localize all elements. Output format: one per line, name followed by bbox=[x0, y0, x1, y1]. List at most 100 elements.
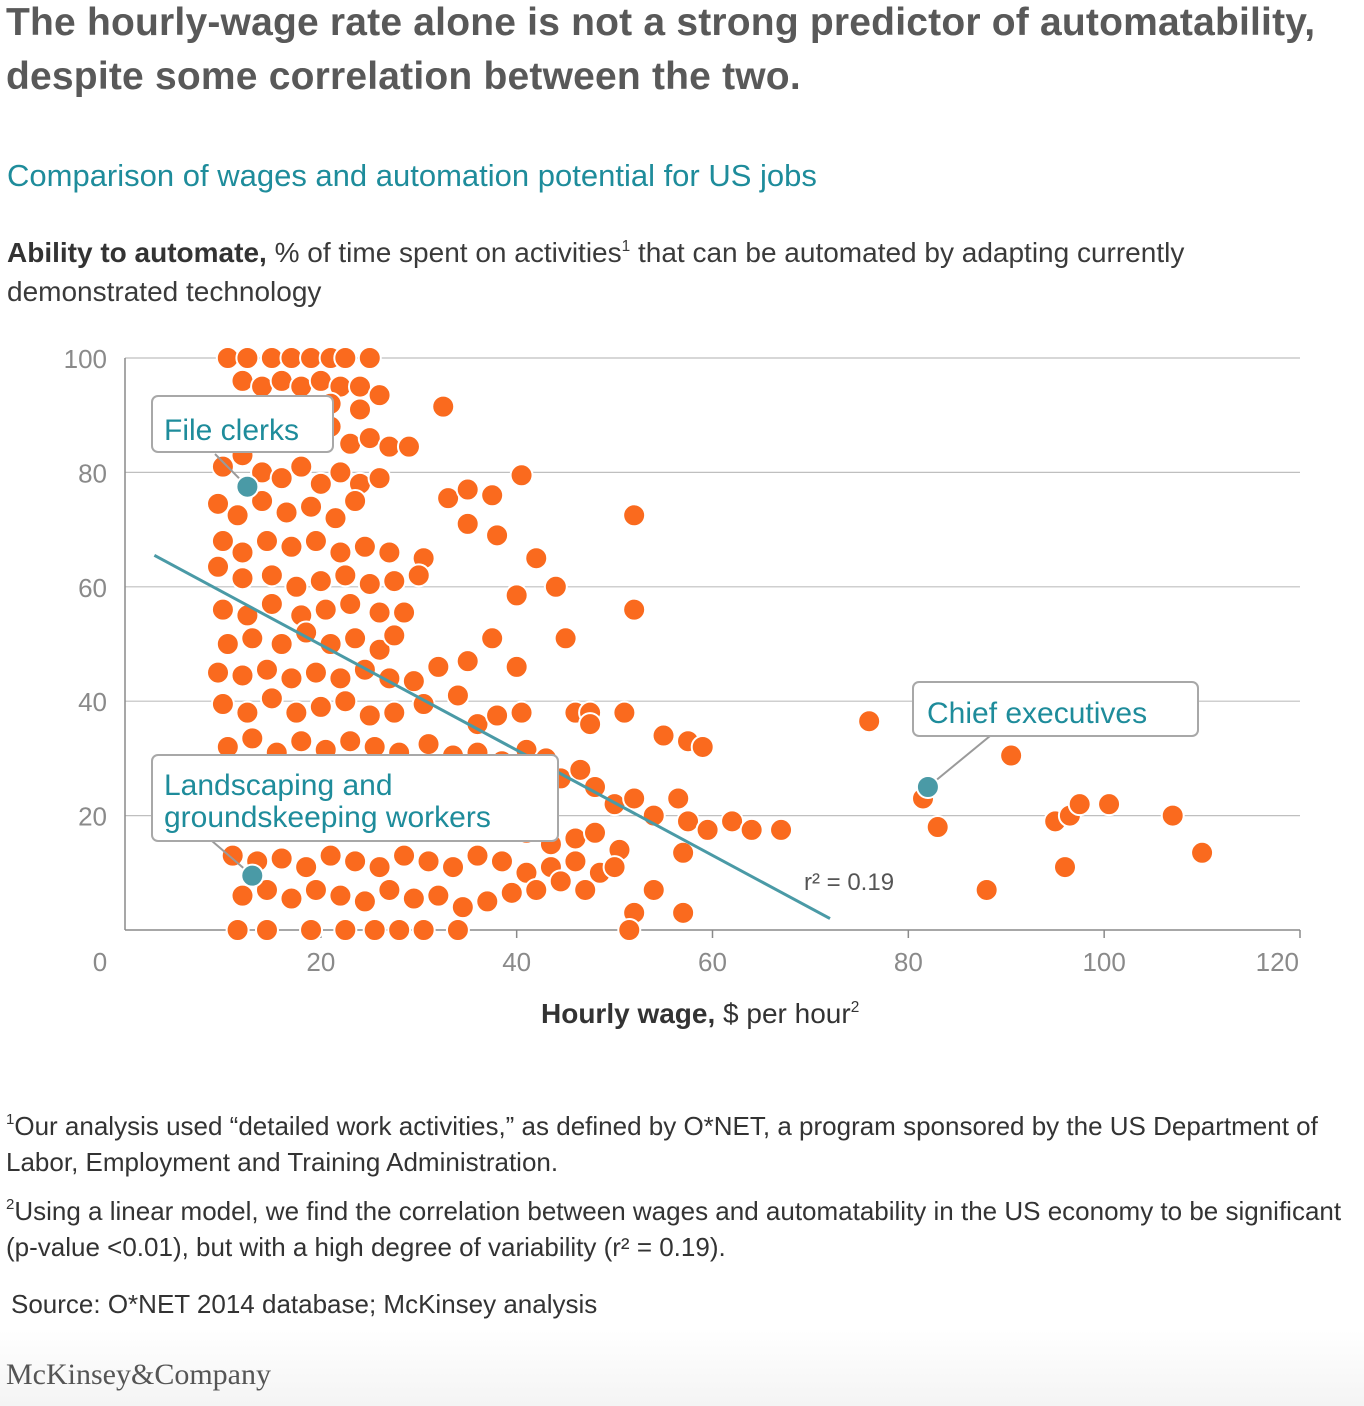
data-point bbox=[441, 855, 466, 880]
data-point bbox=[392, 843, 417, 868]
data-point bbox=[671, 840, 696, 865]
x-axis-title-bold: Hourly wage, bbox=[541, 998, 716, 1029]
data-point bbox=[553, 626, 578, 651]
data-point bbox=[318, 843, 343, 868]
data-point bbox=[563, 826, 588, 851]
data-point bbox=[401, 886, 426, 911]
y-tick-label: 100 bbox=[64, 344, 107, 374]
y-axis-title-text-b: that can be automated by adapting curren… bbox=[7, 237, 1185, 307]
data-point bbox=[690, 734, 715, 759]
data-point bbox=[480, 483, 505, 508]
data-point bbox=[426, 654, 451, 679]
data-point bbox=[999, 743, 1024, 768]
data-point bbox=[543, 574, 568, 599]
x-axis-title-text: $ per hour bbox=[715, 998, 851, 1029]
data-point bbox=[436, 486, 461, 511]
data-point bbox=[367, 466, 392, 491]
footnote-2: 2Using a linear model, we find the corre… bbox=[6, 1187, 1362, 1265]
y-tick-label: 40 bbox=[78, 687, 107, 717]
callout-box bbox=[151, 395, 334, 453]
data-point bbox=[210, 529, 235, 554]
callout-label: Landscaping and bbox=[164, 769, 393, 802]
data-point bbox=[333, 563, 358, 588]
data-point bbox=[279, 886, 304, 911]
data-point bbox=[1053, 855, 1077, 880]
data-point bbox=[338, 591, 363, 616]
data-point bbox=[225, 503, 250, 528]
data-point bbox=[450, 895, 475, 920]
data-point bbox=[622, 597, 647, 622]
data-point bbox=[671, 900, 696, 925]
data-point bbox=[357, 426, 382, 451]
data-point bbox=[411, 918, 436, 942]
data-point bbox=[343, 626, 368, 651]
data-point bbox=[524, 546, 549, 571]
data-point bbox=[455, 477, 480, 502]
x-axis-title: Hourly wage, $ per hour2 bbox=[541, 998, 859, 1030]
data-point bbox=[294, 855, 319, 880]
y-axis-title-bold: Ability to automate, bbox=[7, 237, 267, 268]
data-point bbox=[254, 529, 279, 554]
data-point bbox=[289, 729, 314, 754]
data-point bbox=[338, 729, 363, 754]
data-point bbox=[235, 700, 260, 725]
data-point bbox=[254, 918, 279, 942]
data-point bbox=[367, 383, 392, 408]
data-point bbox=[357, 703, 382, 728]
data-point bbox=[259, 563, 284, 588]
data-point bbox=[308, 471, 333, 496]
data-point bbox=[343, 489, 368, 513]
data-point bbox=[259, 686, 284, 711]
data-point bbox=[602, 855, 627, 880]
callout-box bbox=[912, 681, 1199, 737]
data-point bbox=[357, 571, 382, 596]
data-point bbox=[382, 700, 407, 725]
data-point bbox=[695, 817, 720, 842]
data-point bbox=[367, 637, 392, 662]
data-point bbox=[230, 566, 255, 591]
x-tick-label: 0 bbox=[93, 947, 107, 977]
y-tick-label: 60 bbox=[78, 573, 107, 603]
data-point bbox=[1097, 792, 1122, 817]
data-point bbox=[289, 454, 314, 479]
data-point bbox=[225, 918, 250, 942]
data-point bbox=[313, 597, 338, 622]
y-axis-title: Ability to automate, % of time spent on … bbox=[7, 233, 1207, 311]
data-point bbox=[416, 849, 441, 874]
data-point bbox=[230, 540, 255, 565]
data-point bbox=[641, 877, 666, 902]
data-point bbox=[328, 540, 353, 565]
data-point bbox=[308, 694, 333, 719]
data-point bbox=[269, 632, 294, 656]
data-point bbox=[240, 726, 265, 751]
data-point bbox=[284, 700, 309, 725]
data-point bbox=[367, 600, 392, 625]
data-point bbox=[279, 666, 304, 691]
data-point bbox=[240, 626, 265, 651]
data-point bbox=[303, 877, 328, 902]
data-point bbox=[382, 623, 407, 648]
x-tick-label: 40 bbox=[502, 947, 531, 977]
data-point bbox=[455, 511, 480, 536]
x-tick-label: 20 bbox=[306, 947, 335, 977]
data-point bbox=[524, 877, 549, 902]
data-point bbox=[426, 883, 451, 908]
data-point bbox=[382, 569, 407, 594]
data-point bbox=[259, 591, 284, 616]
data-point bbox=[289, 374, 314, 399]
data-point bbox=[333, 346, 358, 370]
x-tick-label: 100 bbox=[1082, 947, 1125, 977]
data-point bbox=[651, 723, 676, 748]
data-point bbox=[925, 815, 950, 840]
company-logo: McKinsey&Company bbox=[6, 1358, 271, 1391]
data-point bbox=[676, 809, 701, 834]
data-point bbox=[485, 523, 510, 548]
data-point bbox=[362, 918, 387, 942]
headline: The hourly-wage rate alone is not a stro… bbox=[6, 1, 1316, 98]
footnote-2-text: Using a linear model, we find the correl… bbox=[6, 1196, 1342, 1262]
data-point bbox=[206, 491, 231, 516]
data-point bbox=[1160, 803, 1185, 828]
data-point bbox=[235, 603, 260, 628]
data-point bbox=[338, 431, 363, 456]
highlight-point bbox=[235, 474, 260, 499]
